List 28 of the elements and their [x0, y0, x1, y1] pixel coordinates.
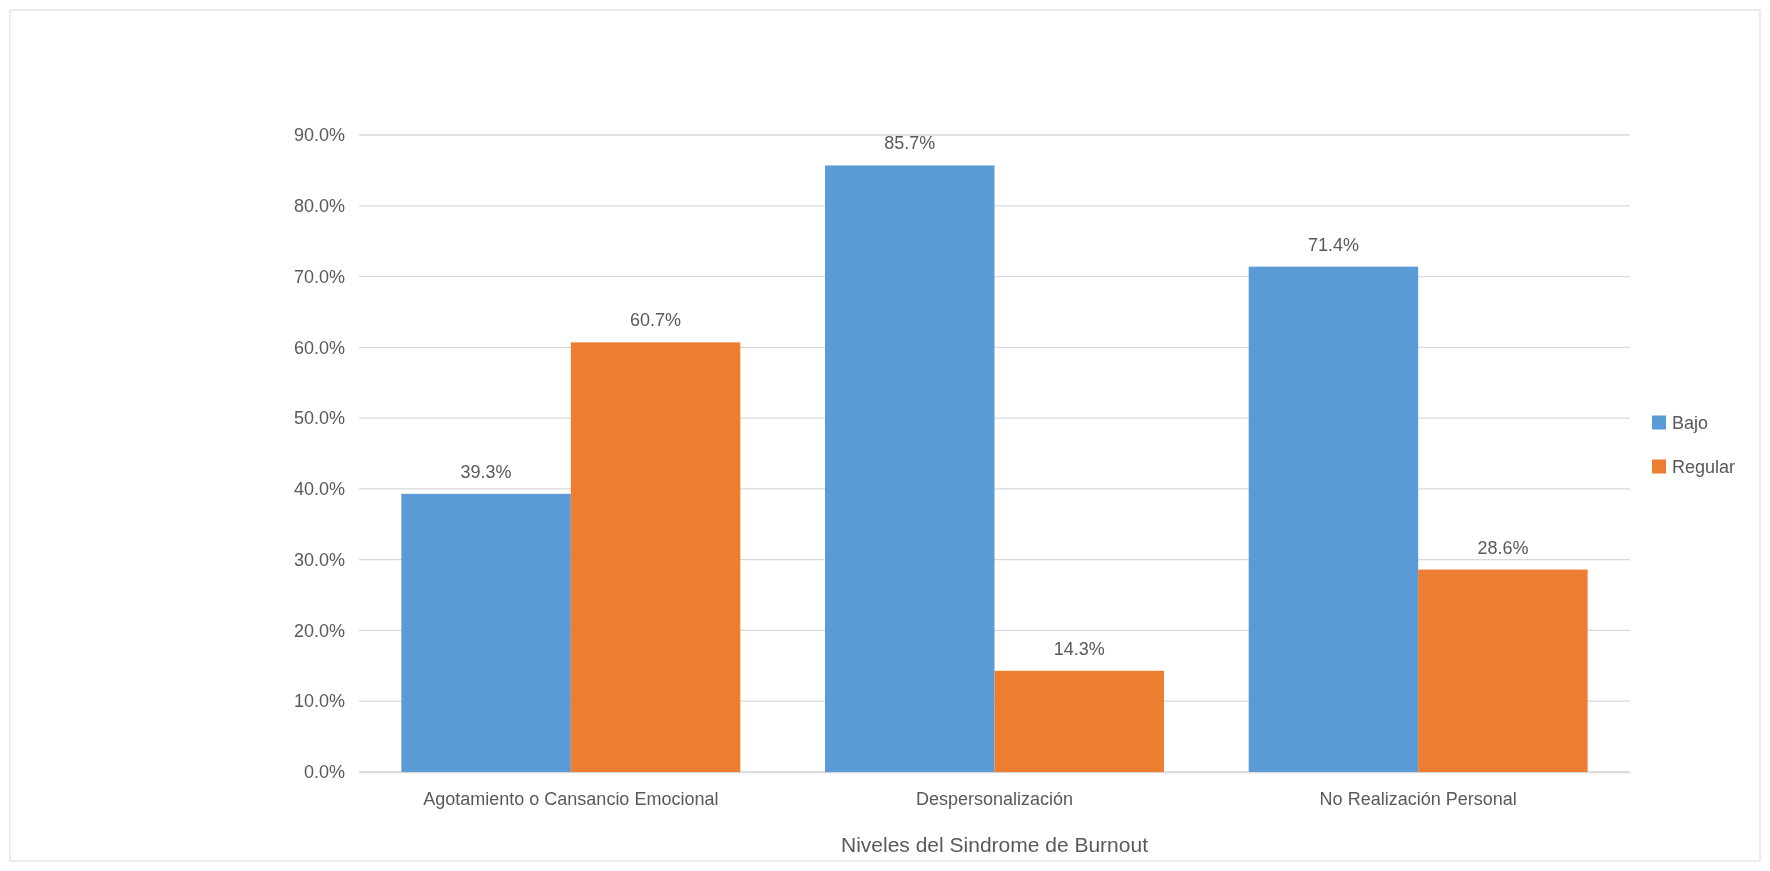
- y-tick-label: 50.0%: [293, 408, 345, 429]
- legend-label: Bajo: [1672, 412, 1709, 433]
- legend-label: Regular: [1672, 456, 1736, 477]
- x-axis-title: Niveles del Sindrome de Burnout: [840, 833, 1149, 856]
- x-tick-label: No Realización Personal: [1319, 788, 1517, 809]
- y-tick-label: 60.0%: [293, 337, 345, 358]
- text: 14.3%: [1053, 638, 1105, 659]
- text: 60.7%: [630, 310, 682, 331]
- text: 71.4%: [1307, 234, 1359, 255]
- bar: [401, 493, 571, 772]
- bar: [994, 670, 1164, 772]
- y-tick-label: 20.0%: [293, 620, 345, 641]
- text: 85.7%: [884, 133, 936, 154]
- bar: [1418, 569, 1588, 772]
- x-tick-label: Agotamiento o Cansancio Emocional: [423, 788, 719, 809]
- bar: [1248, 266, 1419, 772]
- y-tick-label: 70.0%: [293, 266, 345, 287]
- text: 28.6%: [1477, 537, 1529, 558]
- y-tick-label: 0.0%: [303, 762, 345, 783]
- bar: [570, 342, 741, 772]
- text: 39.3%: [460, 461, 512, 482]
- y-tick-label: 90.0%: [293, 125, 345, 146]
- y-tick-label: 30.0%: [293, 549, 345, 570]
- y-tick-label: 10.0%: [293, 691, 345, 712]
- y-tick-label: 40.0%: [293, 479, 345, 500]
- y-tick-label: 80.0%: [293, 196, 345, 217]
- bar: [825, 165, 995, 772]
- x-tick-label: Despersonalización: [915, 788, 1074, 809]
